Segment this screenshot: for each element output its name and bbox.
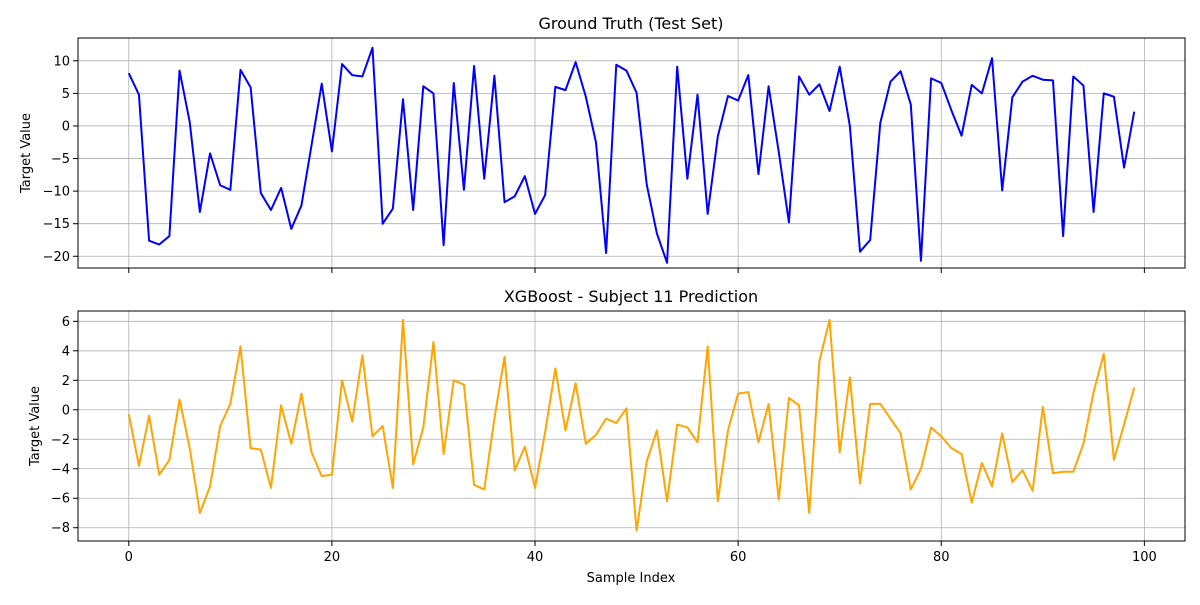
ground-truth-y-tick-label: −15: [43, 217, 70, 232]
ground-truth-grid: [78, 38, 1185, 268]
ground-truth-y-tick-label: 5: [62, 87, 70, 102]
prediction-y-tick-label: 6: [62, 315, 70, 330]
ground-truth-ticks: 10 5 0 −5 −10 −15 −20: [43, 54, 1145, 273]
prediction-x-tick-label: 80: [933, 550, 950, 565]
ground-truth-title: Ground Truth (Test Set): [539, 14, 724, 33]
ground-truth-y-tick-label: −5: [51, 152, 70, 167]
prediction-y-tick-label: 2: [62, 374, 70, 389]
prediction-xlabel: Sample Index: [587, 571, 676, 586]
ground-truth-ylabel: Target Value: [19, 113, 34, 194]
ground-truth-series-line: [127, 46, 1136, 264]
prediction-panel: XGBoost - Subject 11 Prediction 0 20 40 60 8…: [28, 287, 1186, 586]
prediction-x-tick-label: 20: [324, 550, 341, 565]
ground-truth-y-tick-label: 0: [62, 119, 70, 134]
prediction-y-tick-label: −2: [51, 433, 70, 448]
prediction-x-tick-label: 40: [527, 550, 544, 565]
ground-truth-y-tick-label: −10: [43, 185, 70, 200]
ground-truth-y-tick-label: −20: [43, 250, 70, 265]
prediction-x-tick-label: 60: [730, 550, 747, 565]
prediction-x-tick-label: 0: [125, 550, 133, 565]
prediction-y-tick-label: −6: [51, 492, 70, 507]
prediction-ylabel: Target Value: [28, 386, 43, 467]
prediction-y-tick-label: 0: [62, 403, 70, 418]
prediction-axes-frame: [77, 310, 1186, 542]
ground-truth-panel: Ground Truth (Test Set) 1050−5−10−15−20 …: [19, 14, 1186, 273]
prediction-y-tick-label: −4: [51, 462, 70, 477]
prediction-y-tick-label: −8: [51, 521, 70, 536]
prediction-series-line: [127, 318, 1136, 532]
prediction-x-tick-label: 100: [1132, 550, 1157, 565]
prediction-title: XGBoost - Subject 11 Prediction: [504, 287, 758, 306]
prediction-y-tick-label: 4: [62, 344, 70, 359]
ground-truth-axes-frame: [77, 37, 1186, 269]
ground-truth-y-tick-label: 10: [53, 54, 70, 69]
